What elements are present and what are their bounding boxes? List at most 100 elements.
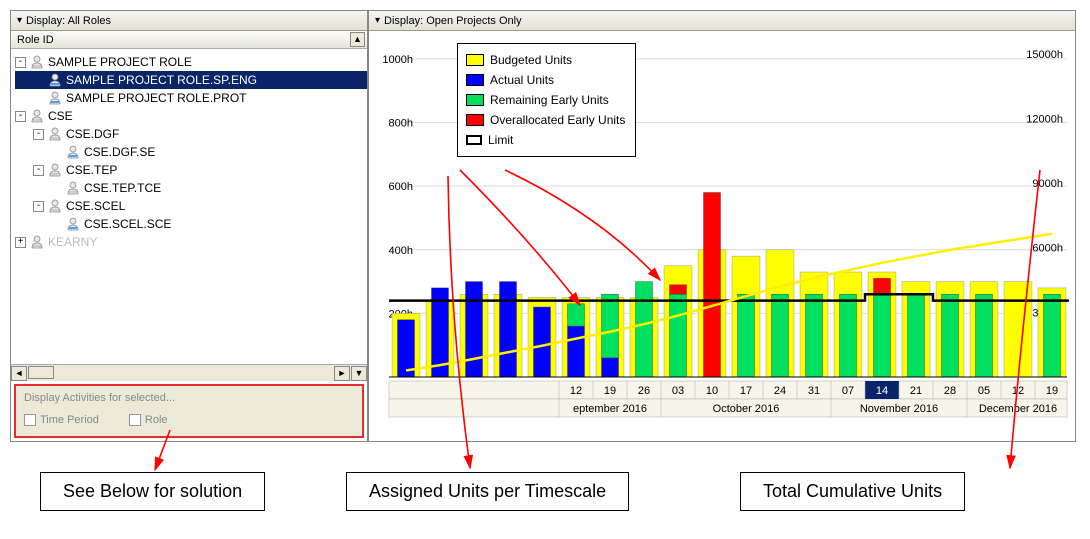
chevron-down-icon: ▾ bbox=[17, 15, 22, 26]
checkbox-label: Role bbox=[145, 414, 168, 426]
role-icon bbox=[66, 217, 80, 231]
role-icon bbox=[48, 163, 62, 177]
legend-swatch bbox=[466, 135, 482, 145]
callout-see-below: See Below for solution bbox=[40, 472, 265, 511]
callout-label: Assigned Units per Timescale bbox=[369, 481, 606, 501]
role-icon bbox=[66, 181, 80, 195]
callout-label: See Below for solution bbox=[63, 481, 242, 501]
legend-label: Overallocated Early Units bbox=[490, 113, 625, 127]
right-display-label: Display: Open Projects Only bbox=[384, 15, 522, 27]
tree-row[interactable]: CSE.SCEL.SCE bbox=[15, 215, 367, 233]
scroll-right-button[interactable]: ► bbox=[334, 366, 350, 381]
scroll-down-button[interactable]: ▼ bbox=[351, 366, 367, 381]
tree-row[interactable]: - CSE.TEP bbox=[15, 161, 367, 179]
svg-text:9000h: 9000h bbox=[1032, 178, 1063, 190]
checkbox-time-period[interactable]: Time Period bbox=[24, 414, 99, 426]
chart-area: 200h400h600h800h1000h3000h6000h9000h1200… bbox=[369, 31, 1075, 441]
legend-item: Limit bbox=[466, 130, 625, 150]
column-header[interactable]: Role ID ▲ bbox=[11, 31, 367, 49]
svg-text:eptember 2016: eptember 2016 bbox=[573, 403, 647, 415]
tree-expander[interactable]: - bbox=[15, 111, 26, 122]
tree-expander[interactable]: - bbox=[33, 129, 44, 140]
role-icon bbox=[48, 91, 62, 105]
tree-label: CSE.SCEL bbox=[66, 199, 125, 213]
legend-label: Budgeted Units bbox=[490, 53, 572, 67]
svg-text:12: 12 bbox=[1012, 385, 1024, 397]
svg-text:17: 17 bbox=[740, 385, 752, 397]
chevron-down-icon: ▾ bbox=[375, 15, 380, 26]
svg-text:24: 24 bbox=[774, 385, 786, 397]
role-tree[interactable]: - SAMPLE PROJECT ROLE SAMPLE PROJECT ROL… bbox=[11, 49, 367, 364]
svg-text:12: 12 bbox=[570, 385, 582, 397]
tree-expander[interactable]: - bbox=[15, 57, 26, 68]
svg-text:October 2016: October 2016 bbox=[713, 403, 780, 415]
svg-text:15000h: 15000h bbox=[1026, 49, 1063, 61]
svg-text:21: 21 bbox=[910, 385, 922, 397]
svg-text:800h: 800h bbox=[389, 118, 413, 130]
svg-text:19: 19 bbox=[604, 385, 616, 397]
svg-text:10: 10 bbox=[706, 385, 718, 397]
callout-assigned-units: Assigned Units per Timescale bbox=[346, 472, 629, 511]
legend-label: Limit bbox=[488, 133, 513, 147]
tree-row[interactable]: CSE.DGF.SE bbox=[15, 143, 367, 161]
legend-item: Remaining Early Units bbox=[466, 90, 625, 110]
tree-label: CSE.TEP.TCE bbox=[84, 181, 161, 195]
role-icon bbox=[48, 127, 62, 141]
right-panel: ▾ Display: Open Projects Only 200h400h60… bbox=[369, 11, 1075, 441]
checkbox-box[interactable] bbox=[24, 414, 36, 426]
role-icon bbox=[48, 199, 62, 213]
tree-row[interactable]: SAMPLE PROJECT ROLE.SP.ENG bbox=[15, 71, 367, 89]
scroll-track[interactable] bbox=[27, 366, 334, 381]
tree-expander[interactable]: + bbox=[15, 237, 26, 248]
tree-label: CSE.DGF.SE bbox=[84, 145, 155, 159]
tree-expander[interactable]: - bbox=[33, 165, 44, 176]
tree-row[interactable]: - CSE bbox=[15, 107, 367, 125]
role-icon bbox=[30, 235, 44, 249]
scroll-up-button[interactable]: ▲ bbox=[350, 32, 365, 47]
scroll-thumb[interactable] bbox=[28, 366, 54, 379]
svg-text:November 2016: November 2016 bbox=[860, 403, 938, 415]
tree-row[interactable]: - CSE.DGF bbox=[15, 125, 367, 143]
tree-label: KEARNY bbox=[48, 235, 97, 249]
svg-text:07: 07 bbox=[842, 385, 854, 397]
tree-expander[interactable]: - bbox=[33, 201, 44, 212]
horizontal-scrollbar[interactable]: ◄ ► ▼ bbox=[11, 364, 367, 381]
svg-text:12000h: 12000h bbox=[1026, 113, 1063, 125]
column-header-label: Role ID bbox=[17, 34, 54, 46]
legend-swatch bbox=[466, 74, 484, 86]
tree-label: CSE.SCEL.SCE bbox=[84, 217, 171, 231]
tree-row[interactable]: + KEARNY bbox=[15, 233, 367, 251]
checkbox-role[interactable]: Role bbox=[129, 414, 168, 426]
tree-row[interactable]: SAMPLE PROJECT ROLE.PROT bbox=[15, 89, 367, 107]
tree-label: CSE.TEP bbox=[66, 163, 117, 177]
display-activities-panel: Display Activities for selected... Time … bbox=[14, 384, 364, 438]
svg-text:400h: 400h bbox=[389, 245, 413, 257]
role-icon bbox=[66, 145, 80, 159]
svg-text:14: 14 bbox=[876, 385, 888, 397]
display-activities-title: Display Activities for selected... bbox=[24, 392, 354, 404]
legend-item: Actual Units bbox=[466, 70, 625, 90]
tree-label: SAMPLE PROJECT ROLE.PROT bbox=[66, 91, 247, 105]
tree-label: CSE.DGF bbox=[66, 127, 119, 141]
left-display-label: Display: All Roles bbox=[26, 15, 111, 27]
right-display-header[interactable]: ▾ Display: Open Projects Only bbox=[369, 11, 1075, 31]
svg-text:03: 03 bbox=[672, 385, 684, 397]
legend-item: Budgeted Units bbox=[466, 50, 625, 70]
callout-cumulative: Total Cumulative Units bbox=[740, 472, 965, 511]
checkbox-box[interactable] bbox=[129, 414, 141, 426]
svg-text:6000h: 6000h bbox=[1032, 243, 1063, 255]
tree-row[interactable]: CSE.TEP.TCE bbox=[15, 179, 367, 197]
svg-text:28: 28 bbox=[944, 385, 956, 397]
svg-text:05: 05 bbox=[978, 385, 990, 397]
tree-row[interactable]: - SAMPLE PROJECT ROLE bbox=[15, 53, 367, 71]
left-panel: ▾ Display: All Roles Role ID ▲ - SAMPLE … bbox=[11, 11, 369, 441]
legend-label: Remaining Early Units bbox=[490, 93, 609, 107]
left-display-header[interactable]: ▾ Display: All Roles bbox=[11, 11, 367, 31]
scroll-left-button[interactable]: ◄ bbox=[11, 366, 27, 381]
svg-text:19: 19 bbox=[1046, 385, 1058, 397]
svg-text:600h: 600h bbox=[389, 181, 413, 193]
legend-item: Overallocated Early Units bbox=[466, 110, 625, 130]
svg-text:December 2016: December 2016 bbox=[979, 403, 1057, 415]
tree-row[interactable]: - CSE.SCEL bbox=[15, 197, 367, 215]
tree-label: SAMPLE PROJECT ROLE bbox=[48, 55, 192, 69]
